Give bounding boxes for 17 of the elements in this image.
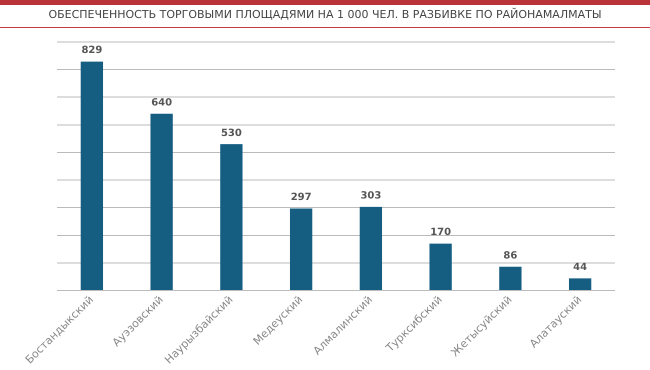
data-label: 86 <box>503 250 518 262</box>
data-label: 170 <box>430 227 452 238</box>
chart-title: ОБЕСПЕЧЕННОСТЬ ТОРГОВЫМИ ПЛОЩАДЯМИ НА 1 000 ЧЕЛ. В РАЗБИВКЕ ПО РАЙОНАМАЛМАТЫ <box>47 8 603 21</box>
bar <box>150 114 173 290</box>
data-label: 44 <box>573 262 588 273</box>
bar <box>429 244 452 290</box>
bar <box>499 266 522 290</box>
data-label: 640 <box>151 97 172 108</box>
bar <box>220 144 243 290</box>
bar <box>568 278 592 290</box>
data-label: 530 <box>220 128 242 139</box>
data-label: 303 <box>360 190 382 202</box>
data-label: 829 <box>81 45 102 56</box>
bar <box>80 62 104 290</box>
data-label: 297 <box>290 192 312 204</box>
bar <box>360 206 382 290</box>
bar <box>290 208 312 290</box>
